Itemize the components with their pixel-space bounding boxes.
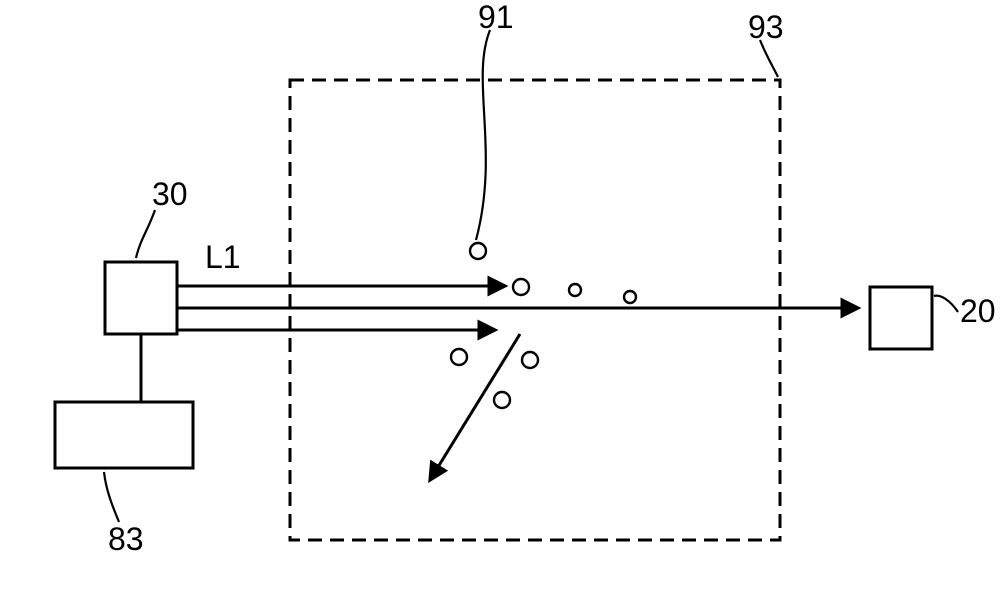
particle-0 (470, 243, 486, 259)
particle-1 (513, 279, 529, 295)
ref-label-83: 83 (108, 521, 144, 557)
particle-6 (494, 392, 510, 408)
particle-3 (624, 291, 636, 303)
particle-4 (451, 349, 467, 365)
ref-label-91: 91 (478, 0, 514, 35)
controller-box-83 (55, 402, 193, 468)
detector-box-20 (870, 287, 932, 349)
particle-2 (569, 284, 581, 296)
leader-to91 (476, 30, 490, 240)
source-box-30 (105, 262, 177, 334)
interaction-region (290, 80, 780, 540)
leader-to83 (104, 472, 119, 522)
beam-label-L1: L1 (205, 239, 241, 275)
ref-label-93: 93 (748, 9, 784, 45)
ref-label-30: 30 (152, 176, 188, 212)
ref-label-20: 20 (960, 293, 996, 329)
leader-to30 (136, 210, 155, 258)
leader-to20 (934, 296, 958, 312)
leader-to93 (760, 40, 778, 77)
particle-5 (522, 352, 538, 368)
